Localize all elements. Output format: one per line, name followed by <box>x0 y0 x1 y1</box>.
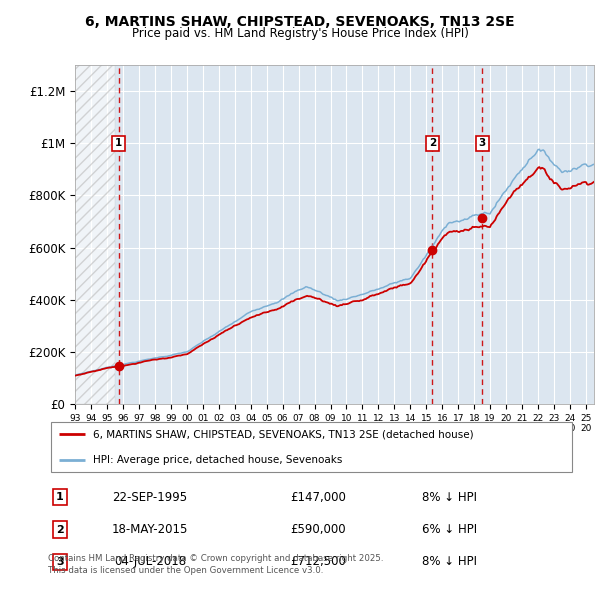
Text: 2: 2 <box>56 525 64 535</box>
Text: £590,000: £590,000 <box>290 523 346 536</box>
Text: 8% ↓ HPI: 8% ↓ HPI <box>422 555 478 569</box>
Text: £712,500: £712,500 <box>290 555 346 569</box>
Text: 3: 3 <box>56 557 64 567</box>
Text: Price paid vs. HM Land Registry's House Price Index (HPI): Price paid vs. HM Land Registry's House … <box>131 27 469 40</box>
Text: 6, MARTINS SHAW, CHIPSTEAD, SEVENOAKS, TN13 2SE (detached house): 6, MARTINS SHAW, CHIPSTEAD, SEVENOAKS, T… <box>93 429 473 439</box>
Text: HPI: Average price, detached house, Sevenoaks: HPI: Average price, detached house, Seve… <box>93 455 342 465</box>
Text: 6% ↓ HPI: 6% ↓ HPI <box>422 523 478 536</box>
Text: 8% ↓ HPI: 8% ↓ HPI <box>422 490 478 504</box>
Text: 2: 2 <box>429 138 436 148</box>
Text: £147,000: £147,000 <box>290 490 346 504</box>
FancyBboxPatch shape <box>50 422 572 472</box>
Text: 04-JUL-2018: 04-JUL-2018 <box>114 555 186 569</box>
Text: 22-SEP-1995: 22-SEP-1995 <box>112 490 188 504</box>
Text: 1: 1 <box>115 138 122 148</box>
Bar <box>75 65 115 404</box>
Text: 3: 3 <box>479 138 486 148</box>
Text: 6, MARTINS SHAW, CHIPSTEAD, SEVENOAKS, TN13 2SE: 6, MARTINS SHAW, CHIPSTEAD, SEVENOAKS, T… <box>85 15 515 29</box>
Text: 18-MAY-2015: 18-MAY-2015 <box>112 523 188 536</box>
Text: Contains HM Land Registry data © Crown copyright and database right 2025.
This d: Contains HM Land Registry data © Crown c… <box>48 555 383 575</box>
Text: 1: 1 <box>56 492 64 502</box>
